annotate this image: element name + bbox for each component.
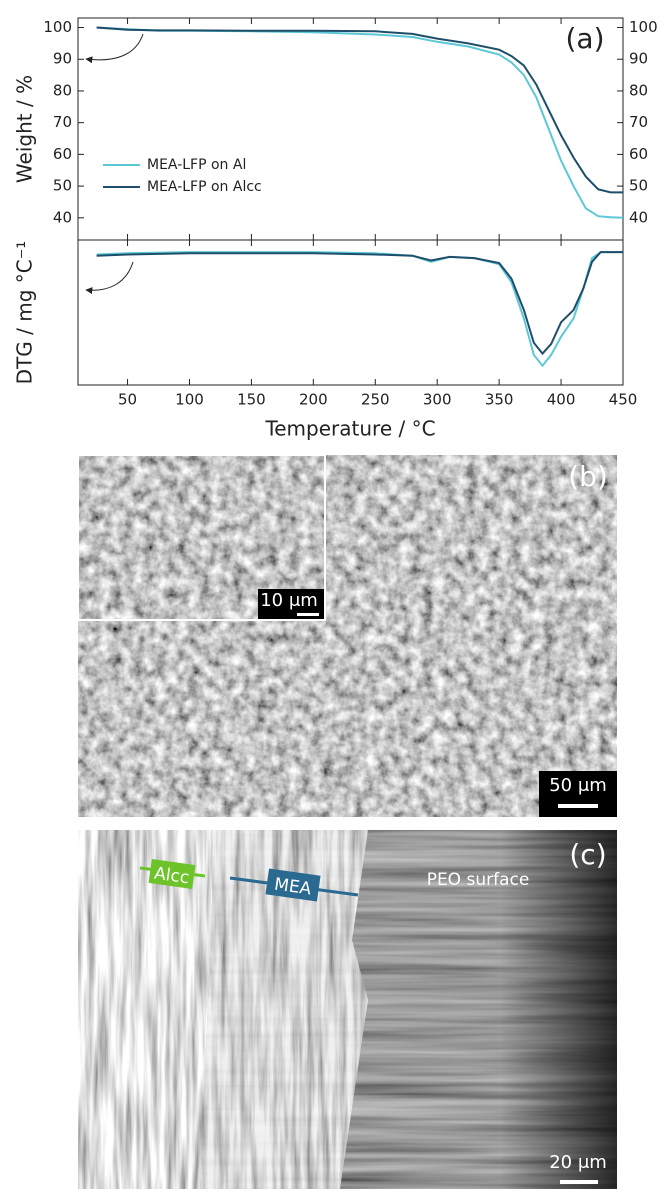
plot-frame — [77, 239, 624, 386]
mea-layer — [200, 830, 368, 1189]
legend-label: MEA-LFP on Al — [147, 157, 246, 173]
y-tick-label: 40 — [53, 208, 72, 226]
y-axis-label: DTG / mg °C⁻¹ — [13, 241, 37, 385]
x-tick-label: 150 — [237, 391, 266, 409]
data-line — [96, 251, 623, 356]
y-tick-label: 80 — [53, 81, 72, 99]
sem-image-b: 10 μm 50 μm (b) — [77, 454, 617, 817]
scale-label: 50 μm — [549, 775, 607, 796]
scale-bar — [297, 613, 319, 616]
scale-bar — [558, 804, 598, 808]
x-tick-label: 350 — [485, 391, 514, 409]
y-tick-label: 100 — [629, 18, 658, 36]
y-tick-label: 60 — [629, 145, 648, 163]
y-tick-label: 50 — [53, 177, 72, 195]
x-tick-label: 200 — [299, 391, 328, 409]
x-axis-label: Temperature / °C — [264, 417, 435, 441]
y-tick-label: 80 — [629, 81, 648, 99]
panel-label: (b) — [568, 460, 608, 493]
sem-texture — [78, 455, 617, 817]
plot-frame — [77, 17, 624, 241]
annotation-arrow — [85, 33, 144, 64]
panel-label: (a) — [565, 22, 604, 55]
x-tick-label: 450 — [609, 391, 638, 409]
legend-label: MEA-LFP on Alcc — [147, 179, 262, 195]
y-tick-label: 60 — [53, 145, 72, 163]
alcc-tag — [148, 859, 196, 889]
x-tick-label: 50 — [118, 391, 137, 409]
x-tick-label: 250 — [361, 391, 390, 409]
annotation-arrow — [85, 261, 134, 295]
alcc-layer — [78, 830, 215, 1189]
scale-label: 20 μm — [549, 1152, 607, 1173]
mea-tag — [265, 868, 321, 902]
y-tick-label: 90 — [53, 50, 72, 68]
data-line — [96, 251, 623, 368]
y-tick-label: 50 — [629, 177, 648, 195]
alcc-label: Alcc — [153, 864, 190, 889]
data-line — [96, 26, 623, 194]
y-tick-label: 70 — [53, 113, 72, 131]
panel-label: (c) — [569, 838, 606, 871]
inset-frame — [77, 454, 326, 621]
inset-scale-label: 10 μm — [260, 590, 318, 611]
y-tick-label: 40 — [629, 208, 648, 226]
surface-label: PEO surface — [427, 870, 530, 890]
scale-box — [539, 771, 617, 817]
sem-image-c: Alcc MEA PEO surface 20 μm (c) — [78, 830, 617, 1189]
y-tick-label: 100 — [43, 18, 72, 36]
x-tick-label: 300 — [423, 391, 452, 409]
y-tick-label: 90 — [629, 50, 648, 68]
x-tick-label: 100 — [175, 391, 204, 409]
x-tick-label: 400 — [547, 391, 576, 409]
y-axis-label: Weight / % — [13, 75, 37, 183]
y-tick-label: 70 — [629, 113, 648, 131]
scale-bar — [560, 1180, 598, 1184]
shadow — [500, 830, 617, 1189]
